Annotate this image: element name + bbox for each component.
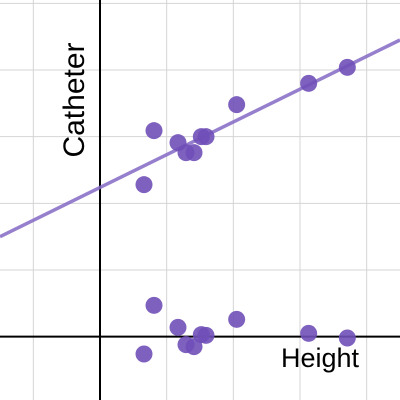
point <box>197 326 215 344</box>
point <box>338 58 356 76</box>
point <box>228 96 246 114</box>
y-axis-label: Catheter <box>58 42 91 157</box>
point <box>300 74 318 92</box>
x-axis-label: Height <box>281 343 360 373</box>
point <box>228 310 246 328</box>
marks <box>0 38 400 363</box>
point <box>135 345 153 363</box>
point <box>300 324 318 342</box>
point <box>145 122 163 140</box>
point <box>197 128 215 146</box>
point <box>169 318 187 336</box>
point <box>338 329 356 347</box>
point <box>135 176 153 194</box>
point <box>185 144 203 162</box>
point <box>145 296 163 314</box>
